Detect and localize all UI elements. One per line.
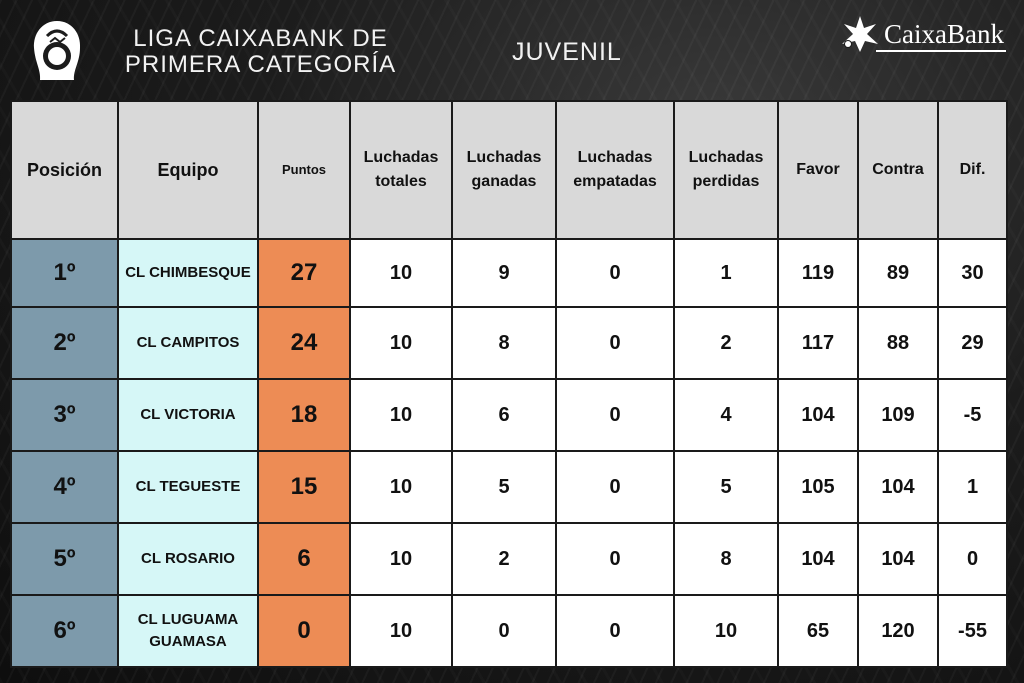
caixabank-star-icon [842,16,878,52]
cell-luchadas-ganadas: 2 [451,522,557,596]
cell-luchadas-totales: 10 [349,522,453,596]
cell-dif: 29 [937,306,1008,380]
cell-luchadas-empatadas: 0 [555,594,675,668]
cell-team: CL TEGUESTE [117,450,259,524]
cell-points: 0 [257,594,351,668]
cell-luchadas-totales: 10 [349,378,453,452]
cell-dif: 30 [937,238,1008,308]
cell-luchadas-totales: 10 [349,450,453,524]
cell-luchadas-perdidas: 5 [673,450,779,524]
cell-dif: -55 [937,594,1008,668]
header-favor: Favor [777,100,859,240]
cell-luchadas-perdidas: 2 [673,306,779,380]
cell-position: 2º [10,306,119,380]
sponsor-logo: CaixaBank [838,14,1004,54]
cell-points: 18 [257,378,351,452]
cell-favor: 104 [777,522,859,596]
cell-luchadas-perdidas: 4 [673,378,779,452]
cell-dif: -5 [937,378,1008,452]
header-luchadas-totales: Luchadas totales [349,100,453,240]
table-row: 2º CL CAMPITOS 24 10 8 0 2 117 88 29 [10,306,1008,380]
cell-luchadas-perdidas: 1 [673,238,779,308]
cell-team: CL VICTORIA [117,378,259,452]
cell-contra: 88 [857,306,939,380]
cell-team-line1: CL LUGUAMA [137,611,239,628]
cell-points: 24 [257,306,351,380]
header-contra: Contra [857,100,939,240]
cell-team: CL ROSARIO [117,522,259,596]
cell-luchadas-totales: 10 [349,238,453,308]
header-luchadas-ganadas: Luchadas ganadas [451,100,557,240]
cell-luchadas-totales: 10 [349,306,453,380]
cell-position: 4º [10,450,119,524]
cell-luchadas-ganadas: 5 [451,450,557,524]
header-puntos: Puntos [257,100,351,240]
cell-position: 6º [10,594,119,668]
table-row: 3º CL VICTORIA 18 10 6 0 4 104 109 -5 [10,378,1008,452]
cell-favor: 104 [777,378,859,452]
cell-luchadas-empatadas: 0 [555,306,675,380]
table-row: 1º CL CHIMBESQUE 27 10 9 0 1 119 89 30 [10,238,1008,308]
cell-luchadas-ganadas: 8 [451,306,557,380]
cell-position: 3º [10,378,119,452]
cell-luchadas-ganadas: 9 [451,238,557,308]
cell-luchadas-empatadas: 0 [555,450,675,524]
table-row: 5º CL ROSARIO 6 10 2 0 8 104 104 0 [10,522,1008,596]
cell-luchadas-perdidas: 10 [673,594,779,668]
cell-luchadas-ganadas: 0 [451,594,557,668]
cell-luchadas-ganadas: 6 [451,378,557,452]
table-header-row: Posición Equipo Puntos Luchadas totales L… [10,100,1008,240]
cell-favor: 105 [777,450,859,524]
sponsor-name: CaixaBank [884,18,1004,49]
category-title: JUVENIL [512,38,622,66]
header-luchadas-perdidas: Luchadas perdidas [673,100,779,240]
cell-contra: 104 [857,522,939,596]
cell-dif: 0 [937,522,1008,596]
header-posicion: Posición [10,100,119,240]
cell-favor: 119 [777,238,859,308]
cell-contra: 120 [857,594,939,668]
cell-luchadas-perdidas: 8 [673,522,779,596]
cell-luchadas-totales: 10 [349,594,453,668]
league-title-line1: LIGA CAIXABANK DE [133,25,388,52]
cell-points: 15 [257,450,351,524]
cell-favor: 117 [777,306,859,380]
table-row: 4º CL TEGUESTE 15 10 5 0 5 105 104 1 [10,450,1008,524]
cell-position: 5º [10,522,119,596]
table-row: 6º CL LUGUAMA GUAMASA 0 10 0 0 10 65 120 … [10,594,1008,668]
cell-team: CL CAMPITOS [117,306,259,380]
cell-team: CL LUGUAMA GUAMASA [117,594,259,668]
cell-contra: 104 [857,450,939,524]
league-logo-icon [33,21,81,80]
cell-contra: 89 [857,238,939,308]
cell-team-line2: GUAMASA [149,633,227,650]
cell-luchadas-empatadas: 0 [555,238,675,308]
cell-dif: 1 [937,450,1008,524]
sponsor-underline [876,50,1006,52]
league-title-line2: PRIMERA CATEGORÍA [124,51,397,78]
cell-luchadas-empatadas: 0 [555,378,675,452]
cell-luchadas-empatadas: 0 [555,522,675,596]
cell-position: 1º [10,238,119,308]
cell-team: CL CHIMBESQUE [117,238,259,308]
league-title: LIGA CAIXABANK DE PRIMERA CATEGORÍA [118,26,403,78]
header-dif: Dif. [937,100,1008,240]
cell-points: 27 [257,238,351,308]
header-equipo: Equipo [117,100,259,240]
cell-contra: 109 [857,378,939,452]
standings-table: Posición Equipo Puntos Luchadas totales L… [10,100,1008,668]
cell-favor: 65 [777,594,859,668]
header-luchadas-empatadas: Luchadas empatadas [555,100,675,240]
cell-points: 6 [257,522,351,596]
